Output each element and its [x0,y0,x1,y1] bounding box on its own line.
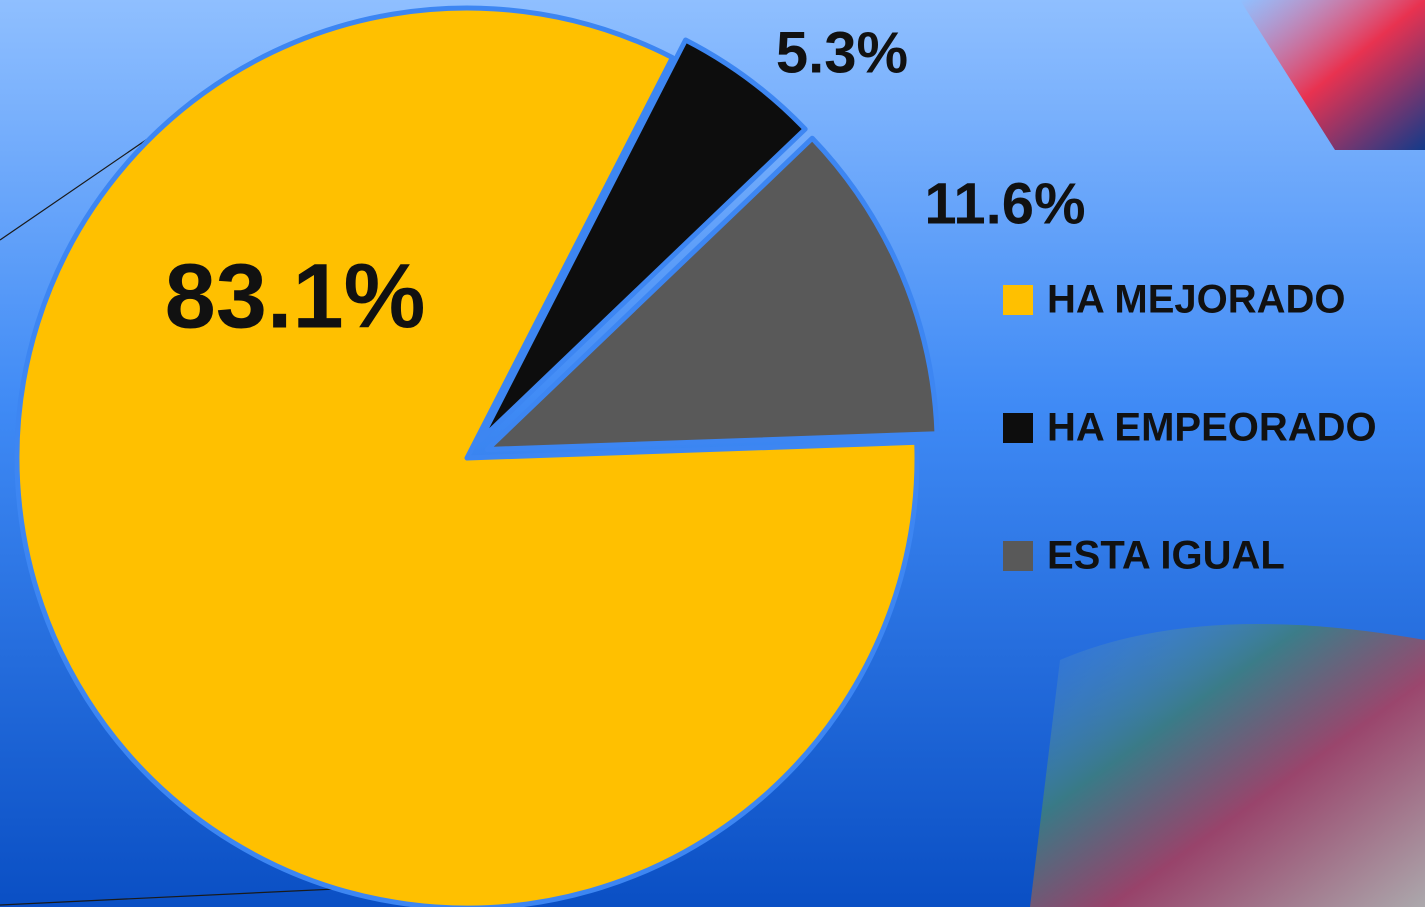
legend-label: HA MEJORADO [1047,278,1346,322]
pie: 83.1% 5.3% 11.6% [14,5,1086,907]
legend-label: HA EMPEORADO [1047,406,1377,450]
legend-label: ESTA IGUAL [1047,534,1285,578]
legend-swatch [1003,541,1033,571]
photo [1030,624,1425,907]
data-label: 5.3% [776,20,908,85]
pie-slice [484,135,940,452]
corner-decoration [1240,0,1425,150]
pie-slice [477,37,808,443]
pie-slice [14,5,920,907]
data-label: 83.1% [165,245,426,347]
legend-swatch [1003,285,1033,315]
data-label: 11.6% [924,171,1085,236]
legend: HA MEJORADO HA EMPEORADO ESTA IGUAL [1003,278,1377,578]
legend-swatch [1003,413,1033,443]
